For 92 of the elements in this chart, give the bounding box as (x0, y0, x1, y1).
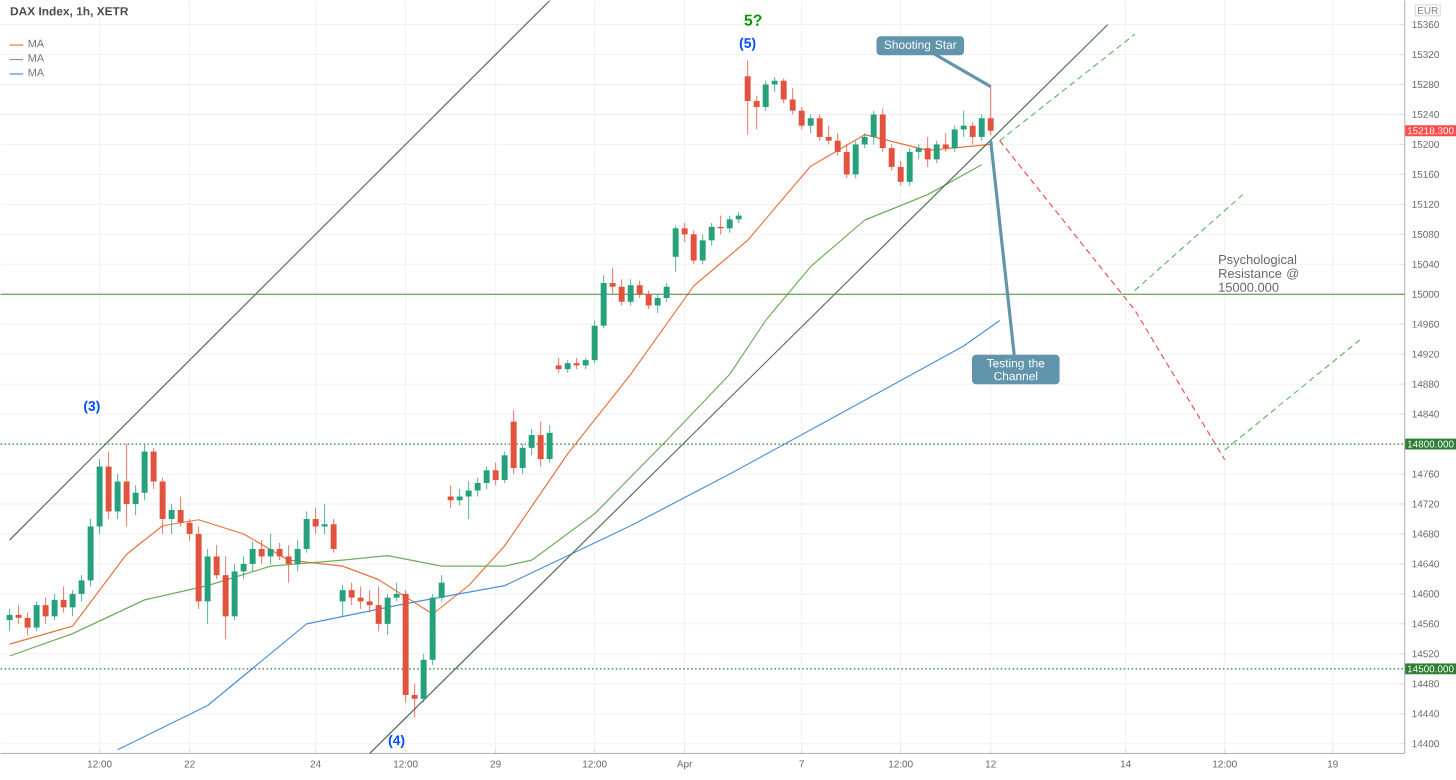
candlestick (708, 222, 715, 247)
candlestick (114, 473, 121, 520)
candlestick (438, 575, 445, 603)
candlestick (141, 443, 148, 501)
candlestick (393, 582, 400, 603)
candlestick (762, 80, 769, 112)
candlestick (879, 108, 886, 153)
candlestick (411, 683, 418, 719)
candlestick (294, 539, 301, 573)
candlestick (573, 357, 580, 370)
candlestick (24, 612, 31, 636)
candlestick (546, 425, 553, 464)
candlestick (420, 653, 427, 704)
candlestick (924, 136, 931, 168)
candlestick (510, 410, 517, 475)
candlestick (618, 279, 625, 307)
candlestick (159, 477, 166, 535)
candlestick (969, 121, 976, 146)
candlestick (267, 533, 274, 565)
candlestick (465, 481, 472, 520)
candlestick (933, 140, 940, 164)
candlestick (78, 575, 85, 603)
candlestick (528, 428, 535, 457)
candlestick (834, 133, 841, 157)
candlestick (798, 106, 805, 131)
candlestick (213, 545, 220, 580)
candlestick (519, 443, 526, 475)
candlestick (375, 586, 382, 633)
candlestick (987, 86, 994, 137)
candlestick (978, 114, 985, 142)
candlestick (339, 584, 346, 618)
candlestick (663, 282, 670, 303)
candlestick (753, 95, 760, 131)
candlestick (474, 477, 481, 498)
candlestick (852, 140, 859, 179)
candlestick (843, 144, 850, 179)
candlestick (807, 114, 814, 134)
candlestick (177, 496, 184, 528)
candlestick (609, 267, 616, 295)
candlestick (915, 144, 922, 161)
candlestick (105, 451, 112, 520)
candlestick (348, 582, 355, 606)
candlestick (699, 234, 706, 265)
candlestick (51, 593, 58, 621)
candlestick (906, 148, 913, 187)
candlestick (816, 114, 823, 142)
candlestick (483, 466, 490, 490)
candlestick (6, 608, 13, 633)
candlestick (303, 511, 310, 554)
candlestick (150, 447, 157, 490)
candlestick (15, 605, 22, 625)
candlestick (240, 556, 247, 580)
candlestick (888, 144, 895, 172)
candlestick (132, 485, 139, 516)
candlestick (645, 290, 652, 310)
candlestick (123, 443, 130, 528)
candlestick (501, 451, 508, 484)
candlestick (681, 222, 688, 243)
candlestick (672, 225, 679, 273)
candlestick (285, 545, 292, 584)
candlestick (600, 275, 607, 329)
candlestick (168, 503, 175, 535)
candlestick (330, 518, 337, 554)
candlestick (204, 548, 211, 625)
candlestick (186, 518, 193, 543)
candlestick (780, 78, 787, 104)
candlestick (825, 125, 832, 146)
candlestick (321, 503, 328, 535)
candlestick (258, 539, 265, 565)
candlestick (222, 556, 229, 640)
candlestick (492, 462, 499, 486)
candlestick (555, 357, 562, 374)
candlestick (231, 563, 238, 621)
candlestick (537, 421, 544, 468)
candlestick (627, 279, 634, 307)
candlestick (69, 590, 76, 618)
candlestick (33, 601, 40, 633)
candlestick (744, 60, 751, 136)
candlestick (366, 590, 373, 614)
candlestick (312, 507, 319, 535)
candlestick (654, 294, 661, 314)
candlestick (942, 133, 949, 153)
candlestick (870, 110, 877, 146)
candlestick (60, 586, 67, 614)
candlestick (690, 230, 697, 265)
candlestick (897, 160, 904, 187)
candlestick (951, 125, 958, 153)
candlestick (789, 88, 796, 116)
candlestick (249, 541, 256, 573)
candlestick (591, 320, 598, 364)
candlestick (384, 593, 391, 636)
candlestick (42, 597, 49, 625)
